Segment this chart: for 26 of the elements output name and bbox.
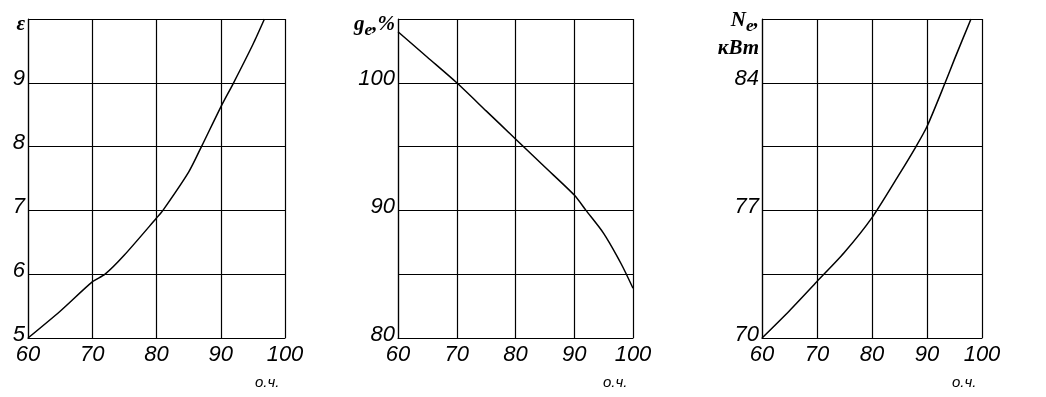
- x-tick-label: 70: [80, 340, 106, 366]
- y-tick-label: 100: [358, 65, 396, 91]
- x-tick-label: 90: [914, 340, 940, 366]
- x-tick-label: 80: [859, 340, 885, 366]
- y-axis-title: ε: [16, 11, 25, 35]
- x-tick-label: 80: [503, 340, 529, 366]
- y-tick-label: 77: [734, 192, 760, 218]
- y-axis-title: g$_{e}$,%: [353, 11, 395, 41]
- x-tick-label: 100: [266, 340, 305, 366]
- y-tick-label: 8: [12, 129, 26, 155]
- x-tick-label: 70: [444, 340, 470, 366]
- x-axis-title: о.ч.: [603, 373, 628, 390]
- y-tick-label: 84: [734, 65, 759, 91]
- y-tick-label: 90: [370, 192, 396, 218]
- x-tick-label: 90: [562, 340, 588, 366]
- x-tick-label: 100: [614, 340, 653, 366]
- x-tick-label: 90: [208, 340, 234, 366]
- y-tick-label: 7: [12, 192, 26, 218]
- y-axis-title: N$_{e}$, кВт: [716, 7, 759, 60]
- y-tick-label: 6: [12, 256, 26, 282]
- x-tick-label: 100: [963, 340, 1002, 366]
- x-tick-label: 70: [804, 340, 830, 366]
- x-axis-title: о.ч.: [952, 373, 977, 390]
- y-tick-label: 9: [12, 65, 25, 91]
- x-tick-label: 80: [144, 340, 170, 366]
- x-axis-title: о.ч.: [255, 373, 280, 390]
